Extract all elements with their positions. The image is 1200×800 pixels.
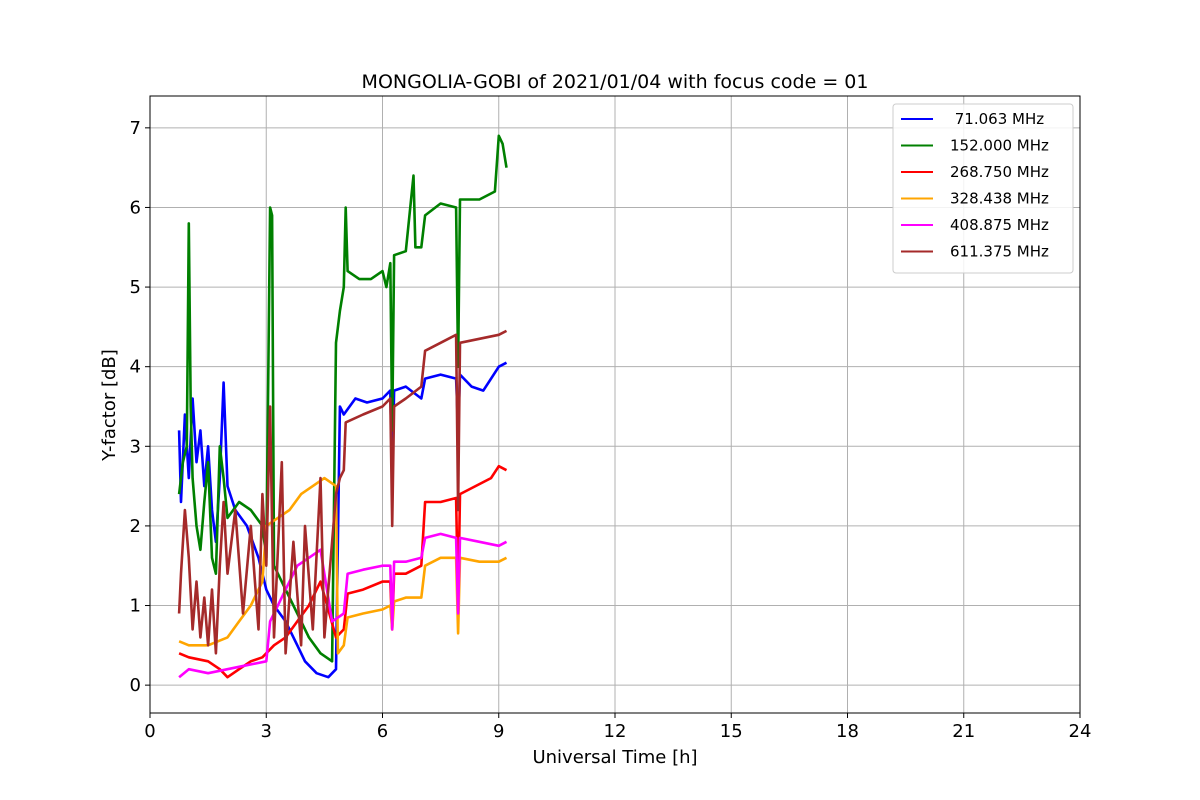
- legend-label: 611.375 MHz: [950, 243, 1049, 261]
- series-line-4: [178, 476, 508, 655]
- series-line-2: [177, 134, 508, 663]
- x-tick-label: 3: [261, 721, 272, 742]
- y-tick-label: 6: [130, 197, 141, 218]
- y-tick-label: 1: [130, 596, 141, 617]
- legend-label: 408.875 MHz: [950, 216, 1049, 234]
- series-line-5: [178, 532, 508, 679]
- y-axis-label: Y-factor [dB]: [99, 349, 120, 462]
- y-tick-label: 7: [130, 118, 141, 139]
- y-tick-label: 4: [130, 357, 141, 378]
- x-tick-label: 6: [377, 721, 388, 742]
- series-line-1: [177, 361, 508, 679]
- y-tick-label: 2: [130, 516, 141, 537]
- x-axis-label: Universal Time [h]: [532, 747, 697, 768]
- x-tick-label: 12: [604, 721, 627, 742]
- x-tick-label: 0: [144, 721, 155, 742]
- legend-label: 71.063 MHz: [950, 110, 1044, 128]
- legend-box: [892, 103, 1074, 274]
- legend: 71.063 MHz 152.000 MHz 268.750 MHz 328.438 …: [892, 103, 1074, 274]
- legend-label: 152.000 MHz: [950, 137, 1049, 155]
- chart-title: MONGOLIA-GOBI of 2021/01/04 with focus c…: [362, 71, 869, 93]
- x-tick-label: 9: [493, 721, 504, 742]
- x-tick-label: 18: [836, 721, 859, 742]
- legend-label: 328.438 MHz: [950, 190, 1049, 208]
- x-tick-label: 15: [720, 721, 743, 742]
- x-tick-label: 24: [1069, 721, 1092, 742]
- x-tick-label: 21: [952, 721, 975, 742]
- y-tick-label: 5: [130, 277, 141, 298]
- legend-label: 268.750 MHz: [950, 163, 1049, 181]
- y-tick-label: 0: [130, 675, 141, 696]
- y-tick-label: 3: [130, 436, 141, 457]
- series-layer: [177, 134, 508, 679]
- series-line-6: [177, 329, 508, 655]
